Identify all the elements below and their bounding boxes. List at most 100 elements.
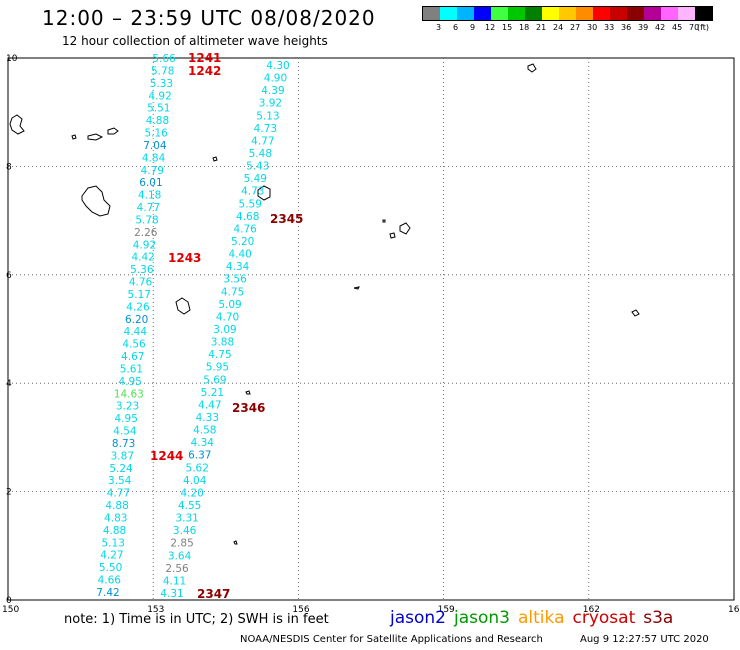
island-small-6: [389, 232, 396, 239]
wave-height-value: 4.55: [178, 500, 201, 512]
wave-height-value: 4.92: [148, 90, 171, 102]
y-tick-label: 8: [6, 162, 12, 172]
island-small-8: [631, 309, 640, 317]
x-tick-label: 156: [292, 605, 309, 615]
legend-swatches: [422, 6, 713, 21]
wave-height-value: 5.13: [102, 537, 125, 549]
wave-height-value: 3.88: [211, 337, 234, 349]
satellite-jason3: jason3: [454, 608, 510, 628]
y-tick-label: 0: [6, 596, 12, 606]
wave-height-value: 4.95: [118, 376, 141, 388]
island-maui: [107, 127, 119, 135]
legend-label: 33: [604, 23, 615, 32]
wave-height-value: 4.92: [133, 239, 156, 251]
legend-swatch: [576, 7, 593, 20]
x-tick-label: 165: [728, 605, 740, 615]
wave-height-value: 5.59: [239, 198, 262, 210]
wave-height-value: 7.04: [143, 140, 167, 152]
island-small-1: [71, 134, 77, 140]
wave-height-value: 3.31: [175, 513, 198, 525]
credit-timestamp: Aug 9 12:27:57 UTC 2020: [580, 634, 709, 645]
y-tick-label: 6: [6, 271, 12, 281]
wave-height-value: 5.20: [231, 236, 254, 248]
color-legend: 3 6 9 12 15 18 21 24 27 30 33 36 39 42 45 70 (ft): [422, 6, 713, 33]
wave-height-value: 5.78: [151, 65, 174, 77]
wave-height-value: 3.64: [168, 550, 192, 562]
wave-height-value: 3.87: [111, 450, 134, 462]
x-tick-label: 159: [438, 605, 455, 615]
pass-label: 1242: [188, 64, 221, 78]
island-big-island: [81, 185, 111, 217]
wave-height-value: 4.47: [198, 399, 221, 411]
wave-height-value: 4.54: [113, 426, 137, 438]
satellite-cryosat: cryosat: [572, 608, 636, 628]
wave-height-value: 4.88: [103, 525, 126, 537]
map-frame: [7, 57, 735, 601]
chart-subtitle: 12 hour collection of altimeter wave hei…: [62, 34, 328, 48]
wave-height-value: 5.66: [152, 53, 176, 65]
legend-label: 15: [502, 23, 513, 32]
altimeter-tracks: 5.665.785.334.925.514.885.167.044.844.79…: [96, 53, 289, 600]
wave-height-value: 5.48: [249, 148, 272, 160]
wave-height-value: 4.73: [241, 186, 264, 198]
wave-height-value: 4.31: [160, 588, 183, 600]
pass-label: 1243: [168, 251, 201, 265]
y-axis-labels: 0 2 4 6 8 10: [6, 54, 18, 606]
legend-swatch: [508, 7, 525, 20]
wave-height-value: 4.34: [191, 437, 215, 449]
legend-label: 30: [587, 23, 598, 32]
wave-height-value: 7.42: [96, 587, 119, 599]
wave-height-value: 4.77: [137, 202, 160, 214]
wave-height-value: 4.40: [228, 249, 251, 261]
wave-height-value: 8.73: [112, 438, 135, 450]
legend-label: 42: [655, 23, 666, 32]
wave-height-value: 4.20: [180, 487, 203, 499]
satellite-s3a: s3a: [643, 608, 674, 628]
island-small-11: [233, 540, 238, 545]
wave-height-value: 4.66: [98, 575, 122, 587]
wave-height-value: 4.75: [221, 286, 244, 298]
wave-height-value: 4.76: [129, 277, 153, 289]
wave-height-value: 5.09: [218, 299, 241, 311]
legend-swatch: [593, 7, 610, 20]
pass-label: 1241: [188, 51, 221, 65]
legend-swatch: [491, 7, 508, 20]
wave-height-value: 4.18: [138, 190, 161, 202]
wave-height-value: 5.78: [135, 214, 158, 226]
wave-height-value: 5.69: [203, 374, 226, 386]
legend-swatch: [678, 7, 695, 20]
legend-swatch: [440, 7, 457, 20]
wave-height-value: 5.13: [256, 110, 279, 122]
pass-label: 1244: [150, 449, 183, 463]
y-tick-label: 10: [6, 54, 18, 64]
legend-label: 45: [672, 23, 683, 32]
wave-height-value: 2.56: [165, 563, 189, 575]
island-small-12: [382, 219, 386, 223]
legend-swatch: [474, 7, 491, 20]
wave-height-value: 5.61: [120, 363, 143, 375]
legend-swatch: [610, 7, 627, 20]
legend-label: 36: [621, 23, 632, 32]
wave-height-value: 5.62: [186, 462, 209, 474]
y-tick-label: 4: [6, 379, 12, 389]
wave-height-value: 4.76: [233, 223, 257, 235]
grid-lines: [8, 58, 734, 600]
wave-height-value: 2.26: [134, 227, 158, 239]
wave-height-value: 4.04: [183, 475, 207, 487]
island-small-3: [257, 185, 271, 201]
wave-height-value: 6.01: [139, 177, 162, 189]
wave-height-value: 5.16: [144, 128, 168, 140]
island-small-4: [175, 297, 191, 315]
wave-height-value: 4.39: [261, 85, 284, 97]
wave-height-value: 4.95: [115, 413, 138, 425]
wave-height-value: 4.75: [208, 349, 231, 361]
wave-height-value: 5.21: [201, 387, 224, 399]
wave-height-value: 14.63: [114, 388, 144, 400]
legend-label: 21: [536, 23, 547, 32]
wave-height-value: 4.70: [216, 311, 239, 323]
wave-height-value: 3.46: [173, 525, 197, 537]
wave-height-value: 5.24: [109, 463, 133, 475]
x-axis-labels: 150 153 156 159 162 165: [2, 605, 740, 615]
